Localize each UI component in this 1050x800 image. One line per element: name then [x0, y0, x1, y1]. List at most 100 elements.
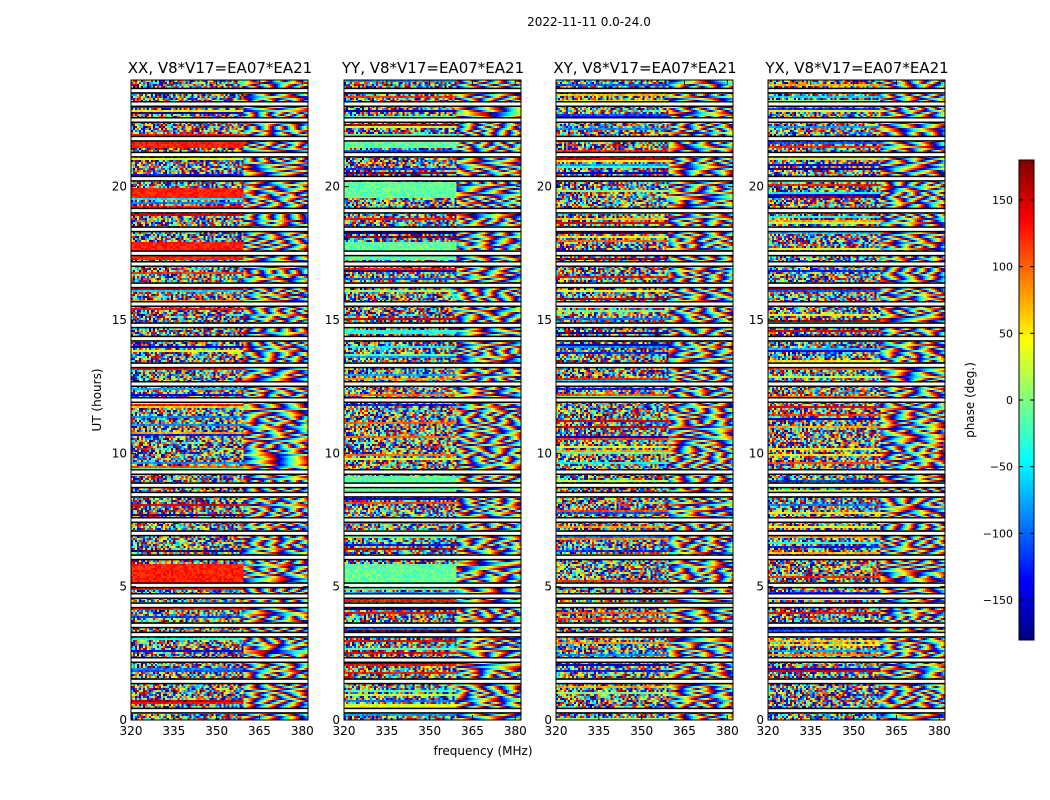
flagged-gap [131, 398, 308, 402]
flagged-gap [131, 251, 308, 255]
flagged-gap [344, 137, 521, 141]
x-tick-label: 350 [842, 724, 865, 738]
flagged-gap [131, 382, 308, 386]
flagged-gap [556, 363, 733, 367]
colorbar-swatch [1019, 268, 1034, 273]
flagged-gap [556, 251, 733, 255]
colorbar-swatch [1019, 468, 1034, 473]
colorbar-tick-label: 0 [1006, 394, 1013, 407]
colorbar-swatch [1019, 520, 1034, 525]
colorbar-swatch [1019, 192, 1034, 197]
flagged-gap [768, 302, 945, 306]
flagged-gap [768, 363, 945, 367]
panel-yx: YX, V8*V17=EA07*EA21 320 335 350 365 380 0 5 10… [749, 59, 951, 738]
colorbar-tick-label: 100 [992, 261, 1013, 274]
x-tick-label: 365 [885, 724, 908, 738]
colorbar-swatch [1019, 524, 1034, 529]
x-tick-label: 335 [799, 724, 822, 738]
x-tick-label: 350 [205, 724, 228, 738]
flagged-gap [768, 483, 945, 487]
colorbar-swatch [1019, 484, 1034, 489]
y-tick-label: 5 [756, 580, 764, 594]
colorbar-label: phase (deg.) [963, 362, 977, 438]
flagged-gap [344, 209, 521, 213]
flagged-gap [768, 137, 945, 141]
colorbar-swatch [1019, 480, 1034, 485]
colorbar-swatch [1019, 372, 1034, 377]
x-tick-label: 380 [504, 724, 527, 738]
x-tick-label: 320 [545, 724, 568, 738]
flagged-gap [556, 262, 733, 266]
flagged-gap [556, 623, 733, 627]
colorbar-swatch [1019, 452, 1034, 457]
colorbar-swatch [1019, 172, 1034, 177]
colorbar-swatch [1019, 596, 1034, 601]
flagged-gap [344, 709, 521, 713]
colorbar-swatch [1019, 496, 1034, 501]
flagged-gap [768, 633, 945, 637]
panel-yy: YY, V8*V17=EA07*EA21 320 335 350 365 380 0 5 10… [325, 59, 527, 738]
colorbar-swatch [1019, 300, 1034, 305]
flagged-gap [131, 302, 308, 306]
flagged-gap [768, 623, 945, 627]
colorbar-swatch [1019, 208, 1034, 213]
colorbar-swatch [1019, 408, 1034, 413]
y-tick-label: 0 [756, 713, 764, 727]
flagged-gap [344, 583, 521, 587]
colorbar-swatch [1019, 548, 1034, 553]
flagged-gap [768, 709, 945, 713]
flagged-gap [768, 102, 945, 106]
flagged-gap [556, 483, 733, 487]
flagged-gap [131, 89, 308, 93]
colorbar-swatch [1019, 540, 1034, 545]
colorbar-swatch [1019, 592, 1034, 597]
colorbar-swatch [1019, 224, 1034, 229]
flagged-gap [556, 177, 733, 181]
x-tick-label: 350 [630, 724, 653, 738]
flagged-gap [131, 262, 308, 266]
flagged-gap [344, 555, 521, 559]
flagged-gap [131, 337, 308, 341]
flagged-gap [344, 262, 521, 266]
colorbar-swatch [1019, 160, 1034, 165]
y-tick-label: 20 [325, 180, 340, 194]
x-tick-label: 320 [333, 724, 356, 738]
colorbar-swatch [1019, 356, 1034, 361]
colorbar-swatch [1019, 588, 1034, 593]
flagged-gap [768, 518, 945, 522]
flagged-gap [556, 283, 733, 287]
colorbar-swatch [1019, 312, 1034, 317]
flagged-gap [556, 118, 733, 122]
flagged-gap [768, 323, 945, 327]
colorbar-tick-label: 150 [992, 194, 1013, 207]
flagged-gap [768, 337, 945, 341]
flagged-gap [556, 398, 733, 402]
y-tick-label: 10 [325, 446, 340, 460]
colorbar-swatch [1019, 472, 1034, 477]
colorbar-swatch [1019, 620, 1034, 625]
flagged-gap [556, 227, 733, 231]
colorbar-swatch [1019, 228, 1034, 233]
flagged-gap [131, 137, 308, 141]
colorbar-swatch [1019, 328, 1034, 333]
x-tick-label: 365 [673, 724, 696, 738]
colorbar-swatch [1019, 536, 1034, 541]
colorbar-swatch [1019, 256, 1034, 261]
colorbar-swatch [1019, 404, 1034, 409]
colorbar-swatch [1019, 556, 1034, 561]
flagged-gap [344, 363, 521, 367]
flagged-gap [556, 603, 733, 607]
flagged-gap [344, 679, 521, 683]
colorbar-swatch [1019, 400, 1034, 405]
colorbar-swatch [1019, 168, 1034, 173]
flagged-gap [131, 483, 308, 487]
flagged-gap [768, 227, 945, 231]
flagged-gap [131, 493, 308, 497]
panel-title: YY, V8*V17=EA07*EA21 [341, 59, 524, 77]
flagged-gap [556, 337, 733, 341]
flagged-gap [556, 470, 733, 474]
colorbar-swatch [1019, 332, 1034, 337]
colorbar-swatch [1019, 528, 1034, 533]
y-axis-label: UT (hours) [90, 368, 104, 431]
flagged-gap [556, 89, 733, 93]
